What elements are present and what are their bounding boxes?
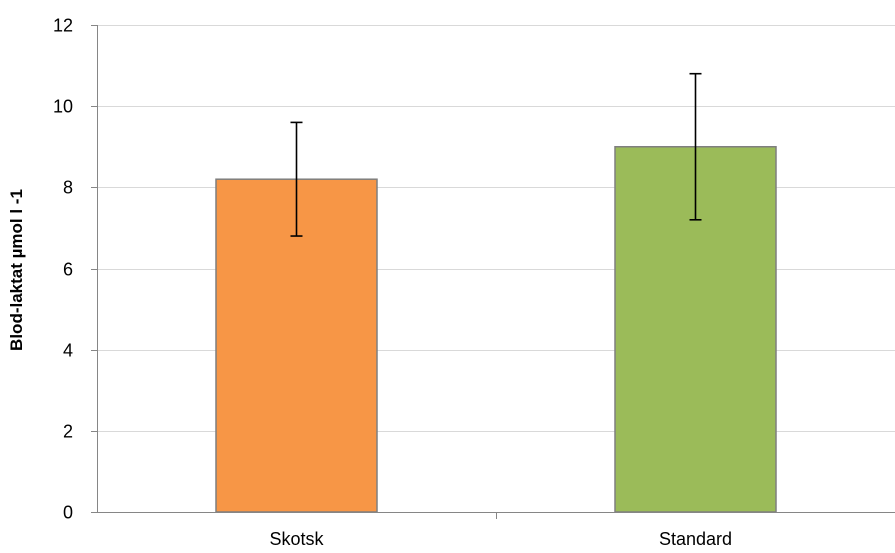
error-bars [290, 72, 702, 237]
y-axis-title: Blod-laktat µmol l -1 [7, 189, 26, 351]
bars [215, 146, 777, 513]
y-tick-label: 0 [63, 503, 73, 523]
axes [91, 25, 895, 519]
y-tick-labels: 0 2 4 6 8 10 12 [53, 16, 73, 523]
y-tick-label: 12 [53, 16, 73, 36]
y-tick-label: 6 [63, 260, 73, 280]
y-tick-label: 8 [63, 178, 73, 198]
x-category-labels: Skotsk Standard [269, 529, 732, 549]
y-tick-label: 10 [53, 97, 73, 117]
error-bar-standard [689, 72, 702, 221]
error-bar-skotsk [290, 121, 303, 237]
y-tick-label: 4 [63, 341, 73, 361]
x-category-label: Standard [659, 529, 732, 549]
y-tick-label: 2 [63, 422, 73, 442]
x-category-label: Skotsk [269, 529, 324, 549]
